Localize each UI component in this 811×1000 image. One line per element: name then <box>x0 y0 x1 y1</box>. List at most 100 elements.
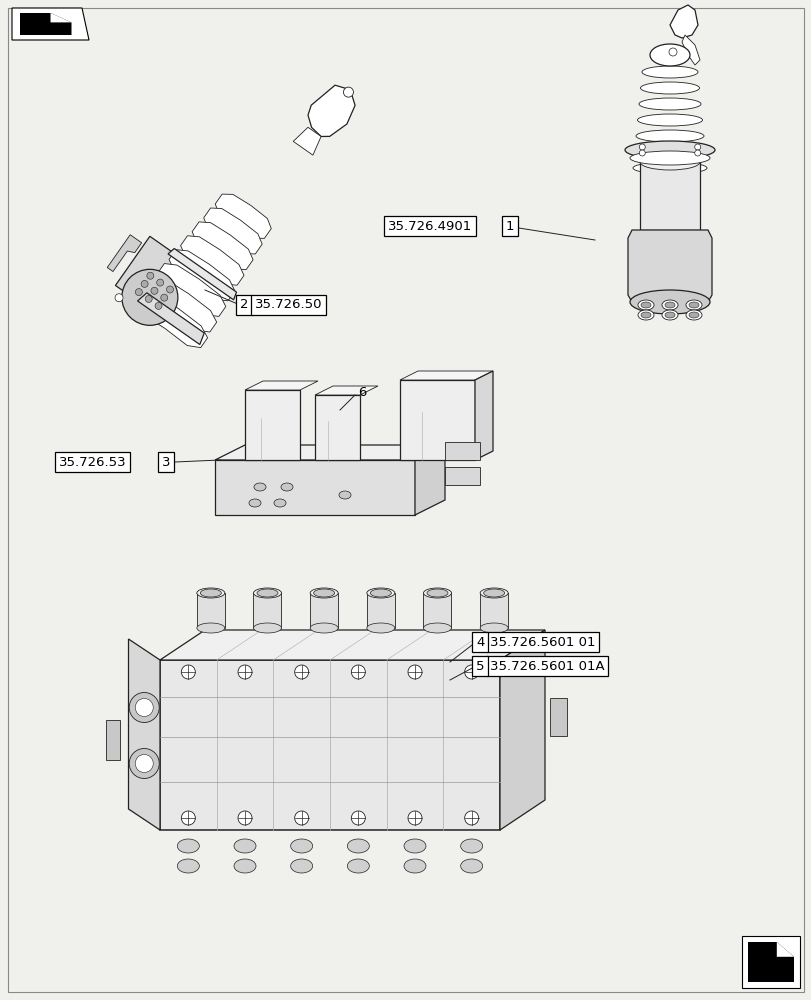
Ellipse shape <box>404 839 426 853</box>
Ellipse shape <box>460 859 482 873</box>
Bar <box>423 593 451 628</box>
Polygon shape <box>157 264 225 316</box>
Ellipse shape <box>685 300 702 310</box>
Circle shape <box>294 811 308 825</box>
Circle shape <box>668 48 676 56</box>
Circle shape <box>694 144 700 150</box>
Ellipse shape <box>685 310 702 320</box>
Polygon shape <box>20 13 71 35</box>
Ellipse shape <box>637 114 702 126</box>
Circle shape <box>147 272 153 279</box>
Bar <box>253 593 281 628</box>
Ellipse shape <box>689 302 698 308</box>
Circle shape <box>161 294 168 301</box>
Circle shape <box>238 665 251 679</box>
Text: 35.726.4901: 35.726.4901 <box>388 220 472 233</box>
Polygon shape <box>128 639 160 830</box>
Polygon shape <box>315 395 359 460</box>
Ellipse shape <box>347 839 369 853</box>
Ellipse shape <box>689 312 698 318</box>
Polygon shape <box>307 85 354 136</box>
Circle shape <box>151 287 158 294</box>
Text: 35.726.53: 35.726.53 <box>59 456 127 468</box>
Bar <box>479 593 508 628</box>
Circle shape <box>638 144 645 150</box>
Text: 2: 2 <box>240 298 248 312</box>
Polygon shape <box>627 230 711 302</box>
Polygon shape <box>315 386 378 395</box>
Bar <box>310 593 337 628</box>
Ellipse shape <box>637 310 653 320</box>
Ellipse shape <box>635 130 703 142</box>
Text: 35.726.5601 01A: 35.726.5601 01A <box>489 660 604 672</box>
Circle shape <box>115 294 123 302</box>
Polygon shape <box>245 381 318 390</box>
Polygon shape <box>400 380 474 460</box>
Polygon shape <box>245 390 299 460</box>
Circle shape <box>155 302 162 309</box>
Polygon shape <box>146 277 217 332</box>
Polygon shape <box>160 630 544 660</box>
Polygon shape <box>168 249 236 300</box>
Bar <box>639 162 699 230</box>
Ellipse shape <box>281 483 293 491</box>
Polygon shape <box>215 460 414 515</box>
Circle shape <box>351 811 365 825</box>
Ellipse shape <box>290 839 312 853</box>
Polygon shape <box>192 222 253 270</box>
Ellipse shape <box>200 589 221 597</box>
Polygon shape <box>107 235 141 272</box>
Ellipse shape <box>664 312 674 318</box>
Circle shape <box>145 295 152 302</box>
Text: 3: 3 <box>162 456 170 468</box>
Circle shape <box>129 748 159 778</box>
Ellipse shape <box>649 44 689 66</box>
Ellipse shape <box>253 623 281 633</box>
Circle shape <box>464 665 478 679</box>
Polygon shape <box>444 442 479 460</box>
Ellipse shape <box>479 623 508 633</box>
Ellipse shape <box>637 300 653 310</box>
Ellipse shape <box>640 312 650 318</box>
Ellipse shape <box>427 589 448 597</box>
Ellipse shape <box>370 589 391 597</box>
Bar <box>160 660 500 830</box>
Ellipse shape <box>290 859 312 873</box>
Circle shape <box>638 150 645 156</box>
Circle shape <box>122 269 178 325</box>
Circle shape <box>238 811 251 825</box>
Ellipse shape <box>313 589 334 597</box>
Circle shape <box>135 754 153 772</box>
Circle shape <box>129 692 159 722</box>
Ellipse shape <box>642 66 697 78</box>
Circle shape <box>294 665 308 679</box>
Bar <box>196 593 225 628</box>
Ellipse shape <box>273 499 285 507</box>
Circle shape <box>181 665 195 679</box>
Polygon shape <box>12 8 89 40</box>
Polygon shape <box>50 13 71 22</box>
Circle shape <box>181 811 195 825</box>
Ellipse shape <box>347 859 369 873</box>
Ellipse shape <box>639 154 699 170</box>
Text: 6: 6 <box>358 385 366 398</box>
Ellipse shape <box>483 589 504 597</box>
Polygon shape <box>106 720 120 760</box>
Circle shape <box>135 698 153 716</box>
Circle shape <box>166 286 174 293</box>
Ellipse shape <box>629 290 709 314</box>
Text: 5: 5 <box>475 660 484 672</box>
Circle shape <box>135 289 142 296</box>
Ellipse shape <box>177 859 199 873</box>
Polygon shape <box>549 698 566 736</box>
Bar <box>741 936 799 988</box>
Ellipse shape <box>310 588 337 598</box>
Ellipse shape <box>423 623 451 633</box>
Ellipse shape <box>633 146 705 158</box>
Polygon shape <box>776 942 793 957</box>
Ellipse shape <box>629 151 709 165</box>
Polygon shape <box>681 35 699 65</box>
Circle shape <box>351 665 365 679</box>
Polygon shape <box>293 127 320 155</box>
Polygon shape <box>747 942 793 982</box>
